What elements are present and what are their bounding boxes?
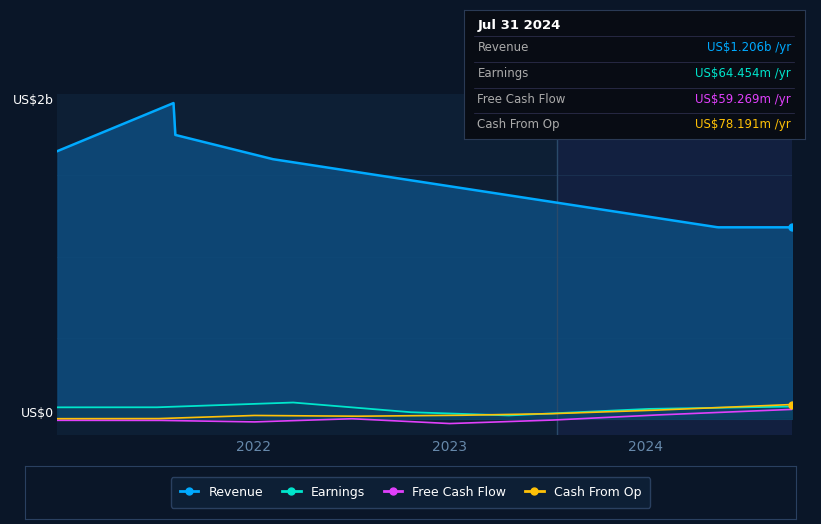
Text: Jul 31 2024: Jul 31 2024	[478, 19, 561, 32]
Text: US$78.191m /yr: US$78.191m /yr	[695, 118, 791, 132]
Text: Revenue: Revenue	[478, 41, 529, 54]
Text: Earnings: Earnings	[478, 67, 529, 80]
Legend: Revenue, Earnings, Free Cash Flow, Cash From Op: Revenue, Earnings, Free Cash Flow, Cash …	[171, 477, 650, 508]
Text: US$64.454m /yr: US$64.454m /yr	[695, 67, 791, 80]
Text: US$0: US$0	[21, 407, 54, 420]
Text: Free Cash Flow: Free Cash Flow	[478, 93, 566, 106]
Text: US$59.269m /yr: US$59.269m /yr	[695, 93, 791, 106]
Bar	[557, 94, 792, 435]
Text: US$2b: US$2b	[13, 94, 54, 107]
Text: Cash From Op: Cash From Op	[478, 118, 560, 132]
Text: Past: Past	[759, 103, 785, 116]
Text: US$1.206b /yr: US$1.206b /yr	[707, 41, 791, 54]
